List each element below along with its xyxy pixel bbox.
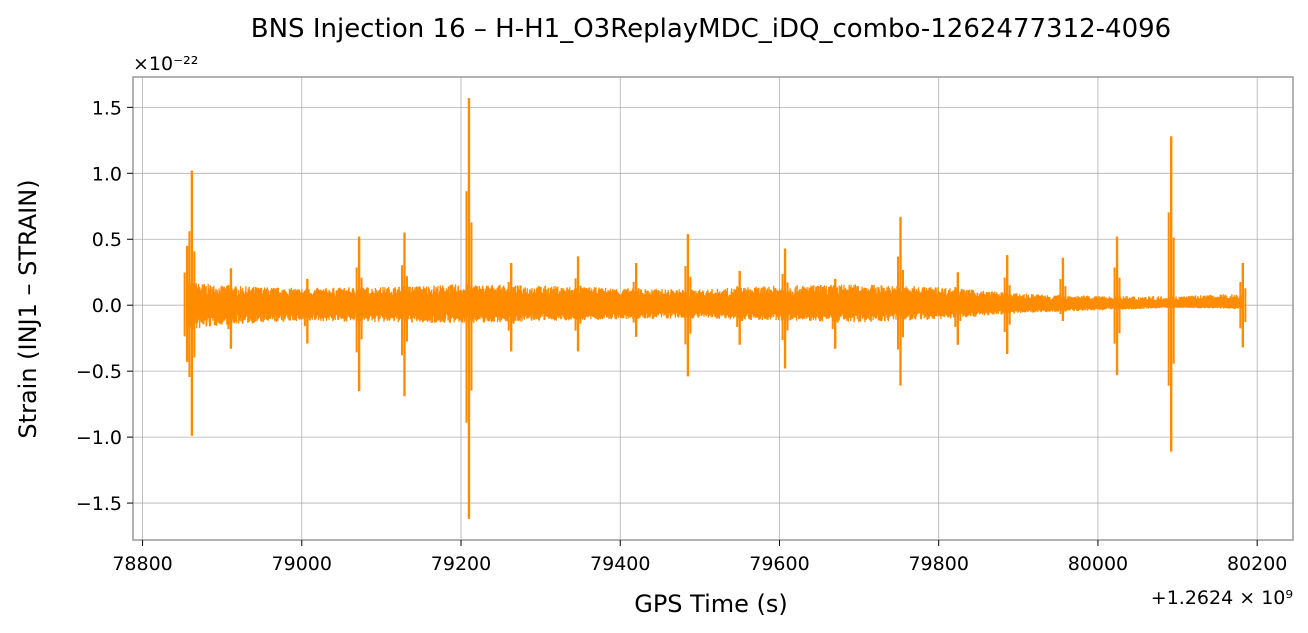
x-tick-label: 80200 <box>1227 553 1287 575</box>
y-scale-multiplier: ×10⁻²² <box>133 53 198 75</box>
chart-title: BNS Injection 16 – H-H1_O3ReplayMDC_iDQ_… <box>251 14 1171 44</box>
y-tick-label: 0.0 <box>92 295 122 317</box>
x-tick-label: 78800 <box>112 553 172 575</box>
plot-frame <box>132 76 1294 541</box>
y-tick-label: −1.0 <box>76 427 122 449</box>
x-tick-label: 79600 <box>749 553 809 575</box>
x-axis-label: GPS Time (s) <box>634 590 788 618</box>
x-tick-label: 79000 <box>272 553 332 575</box>
x-axis-ticks: 78800 79000 79200 79400 79600 79800 80000 80200 <box>112 540 1287 575</box>
y-tick-label: 1.5 <box>92 97 122 119</box>
x-tick-label: 79400 <box>590 553 650 575</box>
y-tick-label: 1.0 <box>92 163 122 185</box>
x-tick-label: 79200 <box>431 553 491 575</box>
strain-series <box>183 98 1247 519</box>
y-tick-label: −1.5 <box>76 493 122 515</box>
x-offset-label: +1.2624 × 10⁹ <box>1151 587 1293 609</box>
strain-noise-band <box>186 282 1244 331</box>
x-tick-label: 80000 <box>1068 553 1128 575</box>
x-tick-label: 79800 <box>908 553 968 575</box>
y-axis-ticks: −1.5 −1.0 −0.5 0.0 0.5 1.0 1.5 <box>76 97 133 515</box>
y-axis-label: Strain (INJ1 – STRAIN) <box>14 179 42 438</box>
y-tick-label: 0.5 <box>92 229 122 251</box>
y-tick-label: −0.5 <box>76 361 122 383</box>
